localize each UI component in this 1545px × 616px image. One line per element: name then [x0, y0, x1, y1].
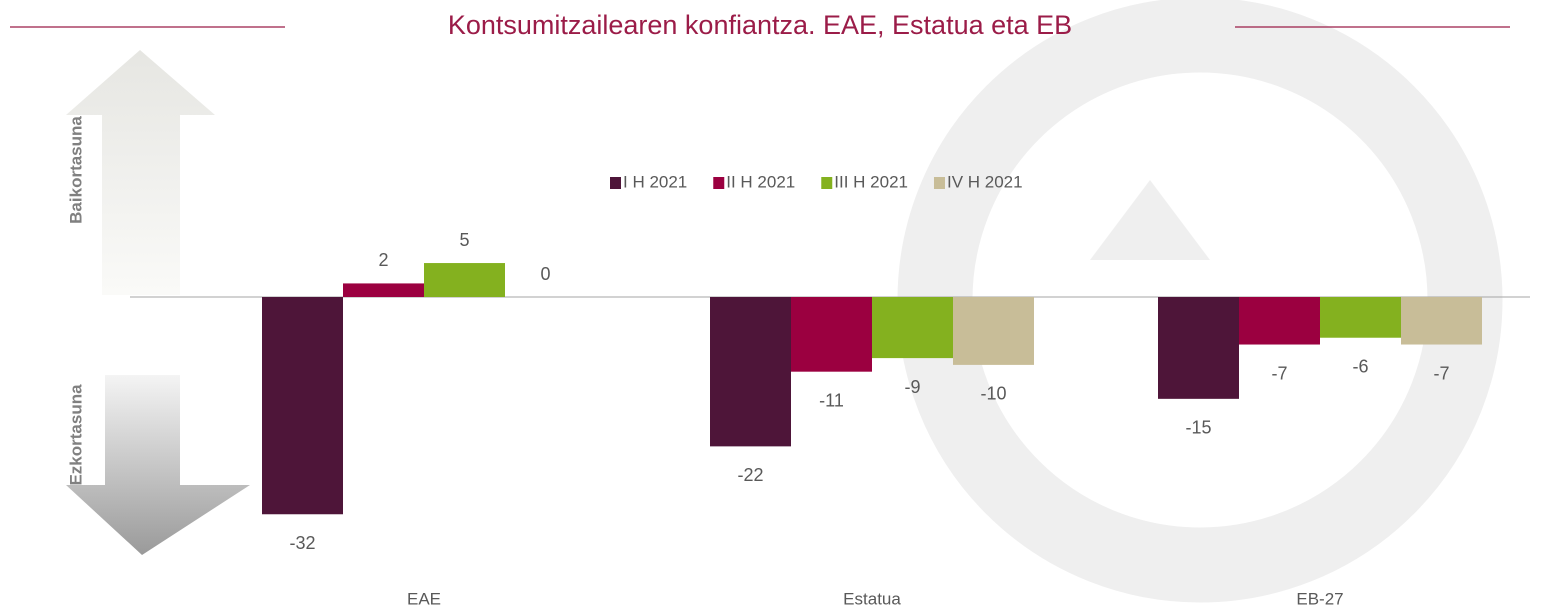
bar — [953, 297, 1034, 365]
legend-swatch — [610, 177, 621, 189]
data-label: -15 — [1185, 418, 1211, 438]
legend-swatch — [713, 177, 725, 189]
data-label: -6 — [1352, 356, 1368, 376]
x-tick-label: Estatua — [843, 589, 901, 608]
legend-label: IV H 2021 — [947, 172, 1023, 191]
bar — [710, 297, 791, 447]
x-tick-label: EAE — [407, 589, 441, 608]
data-label: 0 — [540, 264, 550, 284]
bar — [872, 297, 953, 359]
bar — [1401, 297, 1482, 345]
bar — [343, 283, 424, 297]
legend-swatch — [933, 177, 945, 189]
bar — [1239, 297, 1320, 345]
data-label: -22 — [737, 465, 763, 485]
data-label: 2 — [378, 250, 388, 270]
data-label: -32 — [289, 533, 315, 553]
legend-label: I H 2021 — [623, 172, 687, 191]
data-label: -9 — [904, 377, 920, 397]
legend-swatch — [821, 177, 833, 189]
bar — [262, 297, 343, 515]
data-label: -10 — [980, 384, 1006, 404]
data-label: -7 — [1271, 363, 1287, 383]
bar — [1320, 297, 1401, 338]
data-label: -11 — [819, 390, 844, 410]
bar — [791, 297, 872, 372]
negative-label: Ezkortasuna — [66, 384, 85, 486]
x-tick-label: EB-27 — [1296, 589, 1343, 608]
positive-label: Baikortasuna — [66, 116, 85, 224]
legend-label: III H 2021 — [834, 172, 908, 191]
bar — [1158, 297, 1239, 399]
data-label: -7 — [1433, 363, 1449, 383]
chart-title: Kontsumitzailearen konfiantza. EAE, Esta… — [448, 10, 1072, 40]
bar — [424, 263, 505, 297]
legend-label: II H 2021 — [726, 172, 795, 191]
data-label: 5 — [459, 230, 469, 250]
